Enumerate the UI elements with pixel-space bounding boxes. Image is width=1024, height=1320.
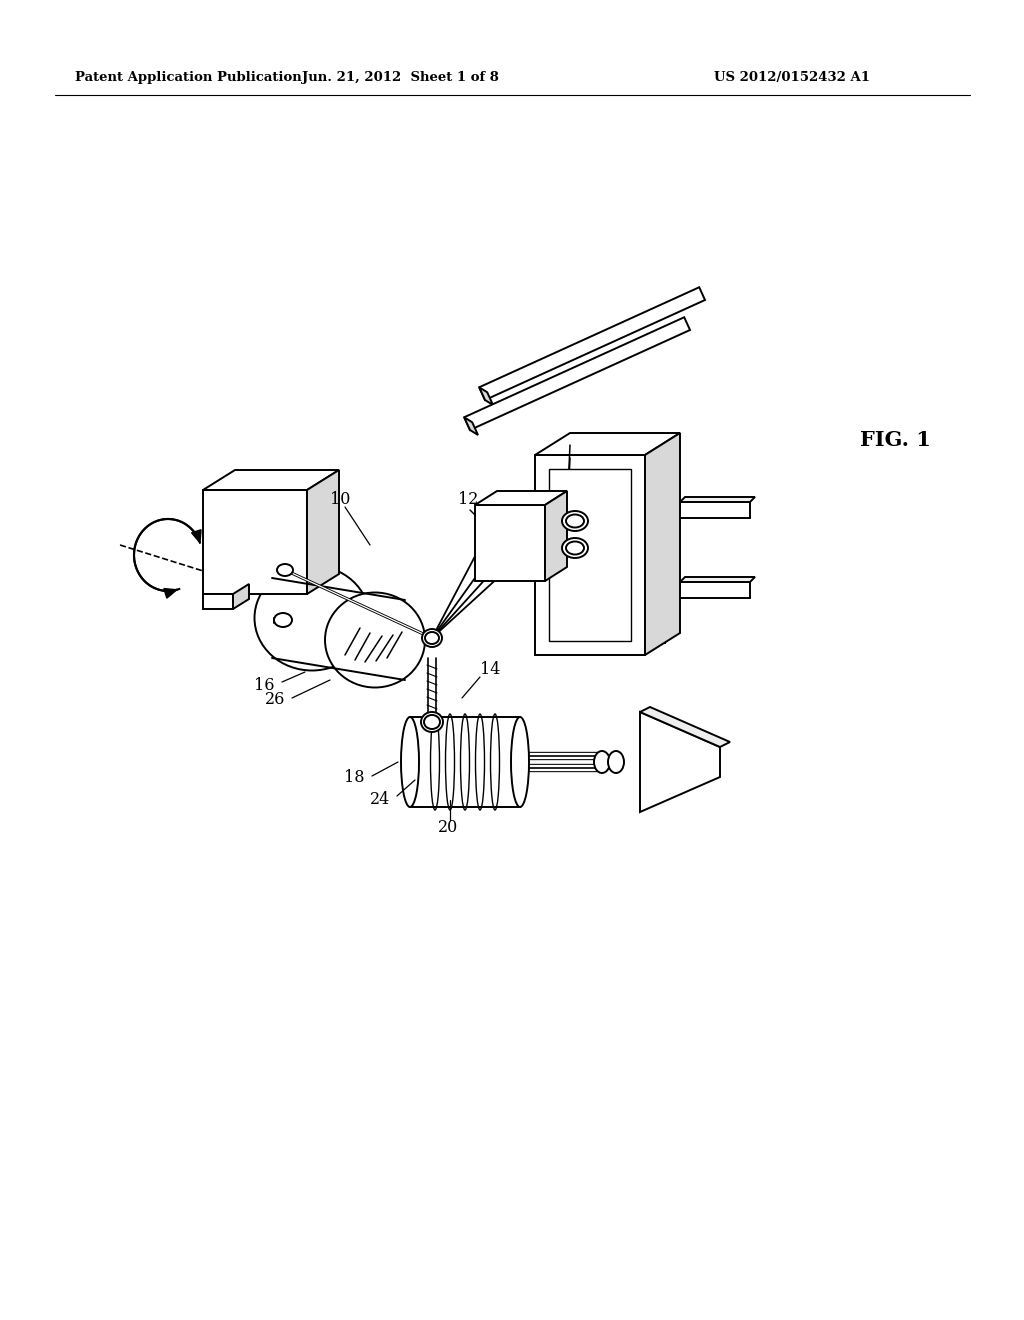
Polygon shape — [191, 529, 201, 543]
Ellipse shape — [278, 564, 293, 576]
Ellipse shape — [562, 511, 588, 531]
Polygon shape — [479, 288, 705, 400]
Polygon shape — [475, 491, 567, 506]
Polygon shape — [640, 708, 730, 747]
Ellipse shape — [401, 717, 419, 807]
Ellipse shape — [566, 541, 584, 554]
Ellipse shape — [511, 717, 529, 807]
Ellipse shape — [325, 593, 425, 688]
Polygon shape — [164, 589, 177, 598]
Ellipse shape — [566, 515, 584, 528]
Polygon shape — [307, 470, 339, 594]
Ellipse shape — [562, 539, 588, 558]
Polygon shape — [680, 582, 750, 598]
Text: 12: 12 — [458, 491, 478, 508]
Ellipse shape — [421, 711, 443, 733]
Text: 18: 18 — [344, 770, 365, 787]
Polygon shape — [475, 506, 545, 581]
Polygon shape — [464, 417, 478, 436]
Polygon shape — [535, 433, 680, 455]
Text: US 2012/0152432 A1: US 2012/0152432 A1 — [714, 71, 870, 84]
Polygon shape — [203, 470, 339, 490]
Ellipse shape — [424, 715, 440, 729]
Polygon shape — [280, 568, 437, 642]
Ellipse shape — [255, 565, 370, 671]
Text: 26: 26 — [264, 692, 285, 709]
Ellipse shape — [422, 630, 442, 647]
Text: 20: 20 — [438, 820, 458, 837]
Ellipse shape — [425, 632, 439, 644]
Polygon shape — [549, 469, 631, 642]
Polygon shape — [233, 583, 249, 609]
Ellipse shape — [274, 612, 292, 627]
Text: 14: 14 — [480, 661, 501, 678]
Polygon shape — [680, 498, 755, 502]
Text: FIG. 1: FIG. 1 — [859, 430, 931, 450]
Text: 10: 10 — [330, 491, 350, 508]
Polygon shape — [645, 433, 680, 655]
Polygon shape — [535, 455, 645, 655]
Polygon shape — [479, 387, 493, 405]
Polygon shape — [640, 711, 720, 812]
Text: Patent Application Publication: Patent Application Publication — [75, 71, 302, 84]
Polygon shape — [203, 490, 307, 594]
Ellipse shape — [608, 751, 624, 774]
Text: 24: 24 — [370, 792, 390, 808]
Ellipse shape — [594, 751, 610, 774]
Polygon shape — [203, 594, 233, 609]
Polygon shape — [555, 444, 665, 643]
Text: Jun. 21, 2012  Sheet 1 of 8: Jun. 21, 2012 Sheet 1 of 8 — [301, 71, 499, 84]
Text: 16: 16 — [255, 676, 275, 693]
Polygon shape — [464, 317, 690, 430]
Polygon shape — [545, 491, 567, 581]
Polygon shape — [680, 502, 750, 517]
Polygon shape — [410, 717, 520, 807]
Polygon shape — [680, 577, 755, 582]
